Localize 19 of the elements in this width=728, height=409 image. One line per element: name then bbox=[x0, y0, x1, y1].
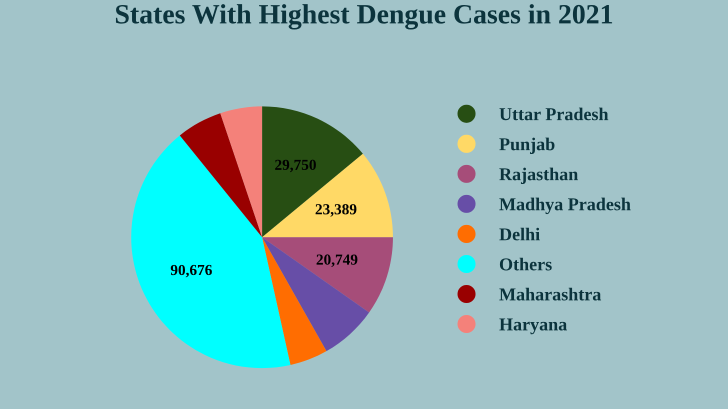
pie-slice bbox=[220, 106, 262, 238]
pie-slice bbox=[262, 106, 363, 238]
legend-label: Others bbox=[500, 258, 552, 270]
legend-label: Rajasthan bbox=[499, 168, 578, 184]
pie-slice bbox=[262, 237, 370, 352]
data-label: 23,389 bbox=[316, 204, 356, 217]
legend-label: Maharashtra bbox=[499, 288, 602, 300]
legend-label: Madhya Pradesh bbox=[499, 198, 631, 214]
pie-slice bbox=[262, 237, 393, 313]
data-label: 90,676 bbox=[170, 264, 212, 278]
pie-slice bbox=[180, 113, 262, 238]
data-label: 20,749 bbox=[316, 254, 358, 267]
legend-label: Haryana bbox=[499, 318, 567, 334]
data-label: 29,750 bbox=[275, 160, 316, 172]
pie-slice bbox=[262, 154, 393, 238]
chart-title: States With Highest Dengue Cases in 2021 bbox=[116, 4, 612, 30]
legend-label: Delhi bbox=[499, 228, 540, 240]
legend-label: Uttar Pradesh bbox=[499, 108, 608, 120]
legend-label: Punjab bbox=[499, 138, 554, 154]
